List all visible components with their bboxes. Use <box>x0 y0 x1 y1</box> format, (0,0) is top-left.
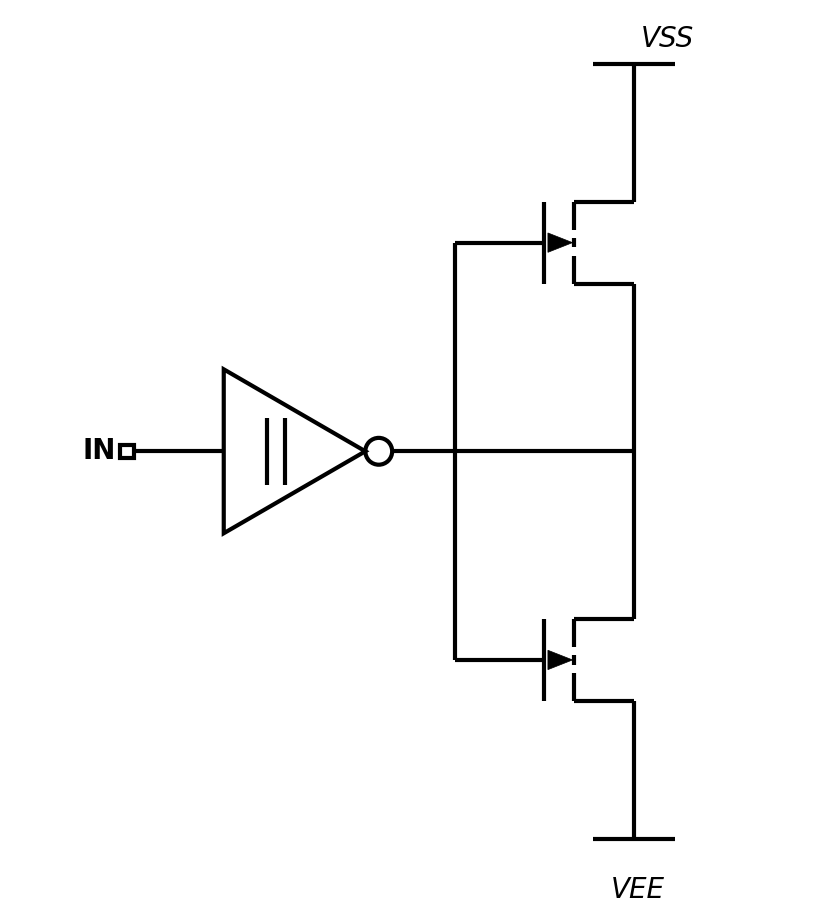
Bar <box>120 445 134 458</box>
Polygon shape <box>548 233 573 252</box>
Text: VSS: VSS <box>641 25 695 53</box>
Text: IN: IN <box>82 437 115 466</box>
Polygon shape <box>548 650 573 669</box>
Text: VEE: VEE <box>611 876 665 904</box>
